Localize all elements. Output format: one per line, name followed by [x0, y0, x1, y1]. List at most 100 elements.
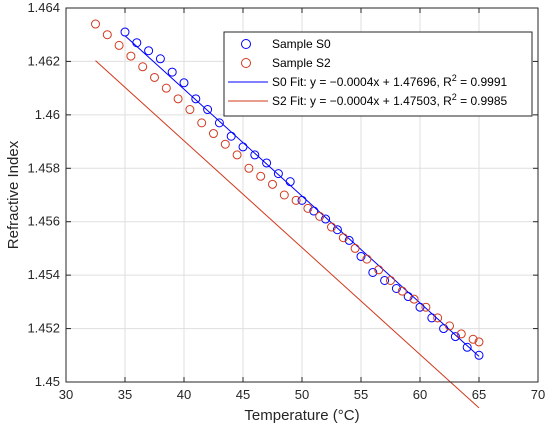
data-point — [250, 150, 260, 160]
y-tick-label: 1.452 — [27, 321, 60, 336]
data-point — [474, 350, 484, 360]
data-point — [173, 94, 183, 104]
data-point — [421, 302, 431, 312]
data-point — [232, 150, 242, 160]
data-point — [427, 313, 437, 323]
ticks: 30 35 40 45 50 55 60 65 70 1.45 1.452 1.454 1.456 1.4… — [27, 0, 545, 402]
data-point — [309, 206, 319, 216]
data-point — [191, 94, 201, 104]
data-point — [368, 267, 378, 277]
y-axis-label: Refractive Index — [5, 140, 22, 249]
data-point — [450, 332, 460, 342]
data-point — [150, 72, 159, 82]
data-point — [203, 105, 213, 115]
data-point — [386, 275, 395, 285]
data-point — [462, 342, 472, 352]
x-tick-label: 40 — [177, 387, 191, 402]
x-tick-label: 30 — [59, 387, 73, 402]
data-point — [374, 265, 384, 275]
data-point — [350, 243, 360, 253]
data-point — [327, 222, 336, 232]
data-point — [120, 27, 130, 37]
legend-item: S2 Fit: y = −0.0004x + 1.47503, R2 = 0.9… — [228, 92, 508, 108]
scatter-series-1 — [91, 19, 484, 347]
data-point — [332, 225, 342, 235]
data-point — [356, 251, 366, 261]
data-point — [114, 40, 124, 50]
data-point — [285, 177, 295, 187]
data-point — [273, 169, 283, 179]
x-tick-label: 65 — [472, 387, 486, 402]
data-point — [415, 302, 425, 312]
x-tick-label: 60 — [413, 387, 427, 402]
x-tick-label: 35 — [118, 387, 132, 402]
data-point — [155, 54, 165, 64]
data-point — [338, 233, 348, 243]
legend-box — [223, 31, 533, 117]
legend-label-sup: 2 — [452, 73, 457, 83]
data-point — [433, 313, 443, 323]
legend-marker — [241, 58, 251, 68]
y-tick-label: 1.462 — [27, 53, 60, 68]
legend-marker — [241, 39, 251, 49]
data-point — [226, 131, 236, 141]
data-point — [91, 19, 100, 29]
x-tick-label: 50 — [295, 387, 309, 402]
data-point — [439, 324, 449, 334]
data-point — [268, 179, 277, 189]
legend-item: Sample S0 — [241, 37, 331, 51]
data-point — [197, 118, 207, 128]
legend-label-prefix: S0 Fit: y = −0.0004x + 1.47696, R — [272, 75, 452, 89]
y-tick-label: 1.454 — [27, 267, 60, 282]
x-axis-label: Temperature (°C) — [244, 407, 359, 424]
data-point — [344, 235, 354, 245]
legend-label-suffix: = 0.9991 — [457, 75, 508, 89]
legend-label: Sample S2 — [272, 56, 331, 70]
plot-area — [91, 19, 484, 409]
data-point — [209, 129, 218, 139]
data-point — [126, 51, 136, 61]
data-point — [468, 334, 478, 344]
fit-line-3 — [95, 60, 480, 409]
legend-label-suffix: = 0.9985 — [457, 94, 508, 108]
data-point — [380, 275, 390, 285]
data-point — [315, 211, 325, 221]
data-point — [445, 321, 454, 331]
data-point — [409, 294, 419, 304]
data-point — [291, 195, 301, 205]
data-point — [161, 83, 171, 93]
data-point — [138, 62, 148, 72]
data-point — [179, 78, 189, 88]
data-point — [167, 67, 177, 77]
y-tick-label: 1.464 — [27, 0, 60, 15]
data-point — [144, 46, 154, 56]
data-point — [403, 292, 413, 302]
data-point — [321, 214, 331, 224]
data-point — [474, 337, 484, 347]
x-tick-label: 70 — [531, 387, 545, 402]
data-point — [391, 284, 401, 293]
legend-label: S0 Fit: y = −0.0004x + 1.47696, R2 = 0.9… — [272, 73, 508, 89]
legend-label: Sample S0 — [272, 37, 331, 51]
y-tick-label: 1.46 — [35, 107, 60, 122]
data-point — [220, 139, 230, 149]
data-point — [456, 329, 466, 339]
data-point — [256, 171, 266, 181]
y-tick-label: 1.458 — [27, 160, 60, 175]
legend: Sample S0 Sample S2 S0 Fit: y = −0.0004x +… — [223, 31, 533, 117]
data-point — [238, 142, 248, 152]
x-tick-label: 55 — [354, 387, 368, 402]
y-tick-label: 1.45 — [35, 374, 60, 389]
data-point — [262, 158, 272, 168]
data-point — [244, 163, 254, 173]
legend-item: S0 Fit: y = −0.0004x + 1.47696, R2 = 0.9… — [228, 73, 508, 89]
legend-label-prefix: S2 Fit: y = −0.0004x + 1.47503, R — [272, 94, 452, 108]
data-point — [297, 195, 307, 205]
legend-item: Sample S2 — [241, 56, 331, 70]
data-point — [362, 254, 372, 264]
data-point — [303, 203, 313, 213]
data-point — [397, 286, 407, 296]
data-point — [214, 118, 224, 128]
